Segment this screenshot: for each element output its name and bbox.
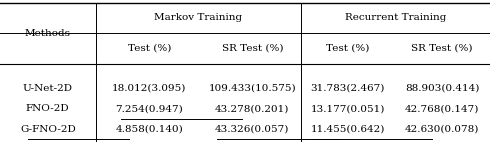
Text: Methods: Methods — [25, 29, 71, 38]
Text: 43.278(0.201): 43.278(0.201) — [215, 104, 290, 113]
Text: 18.012(3.095): 18.012(3.095) — [112, 83, 187, 93]
Text: 88.903(0.414): 88.903(0.414) — [405, 83, 479, 93]
Text: 42.768(0.147): 42.768(0.147) — [405, 104, 479, 113]
Text: 11.455(0.642): 11.455(0.642) — [311, 125, 385, 134]
Text: 109.433(10.575): 109.433(10.575) — [209, 83, 296, 93]
Text: 4.858(0.140): 4.858(0.140) — [116, 125, 183, 134]
Text: 7.254(0.947): 7.254(0.947) — [116, 104, 183, 113]
Text: 13.177(0.051): 13.177(0.051) — [311, 104, 385, 113]
Text: Test (%): Test (%) — [326, 44, 369, 53]
Text: Recurrent Training: Recurrent Training — [345, 13, 446, 22]
Text: Test (%): Test (%) — [128, 44, 171, 53]
Text: 43.326(0.057): 43.326(0.057) — [215, 125, 290, 134]
Text: 42.630(0.078): 42.630(0.078) — [405, 125, 479, 134]
Text: SR Test (%): SR Test (%) — [412, 44, 473, 53]
Text: SR Test (%): SR Test (%) — [221, 44, 283, 53]
Text: U-Net-2D: U-Net-2D — [23, 83, 73, 93]
Text: G-FNO-2D: G-FNO-2D — [20, 125, 75, 134]
Text: Markov Training: Markov Training — [154, 13, 243, 22]
Text: FNO-2D: FNO-2D — [26, 104, 70, 113]
Text: 31.783(2.467): 31.783(2.467) — [311, 83, 385, 93]
